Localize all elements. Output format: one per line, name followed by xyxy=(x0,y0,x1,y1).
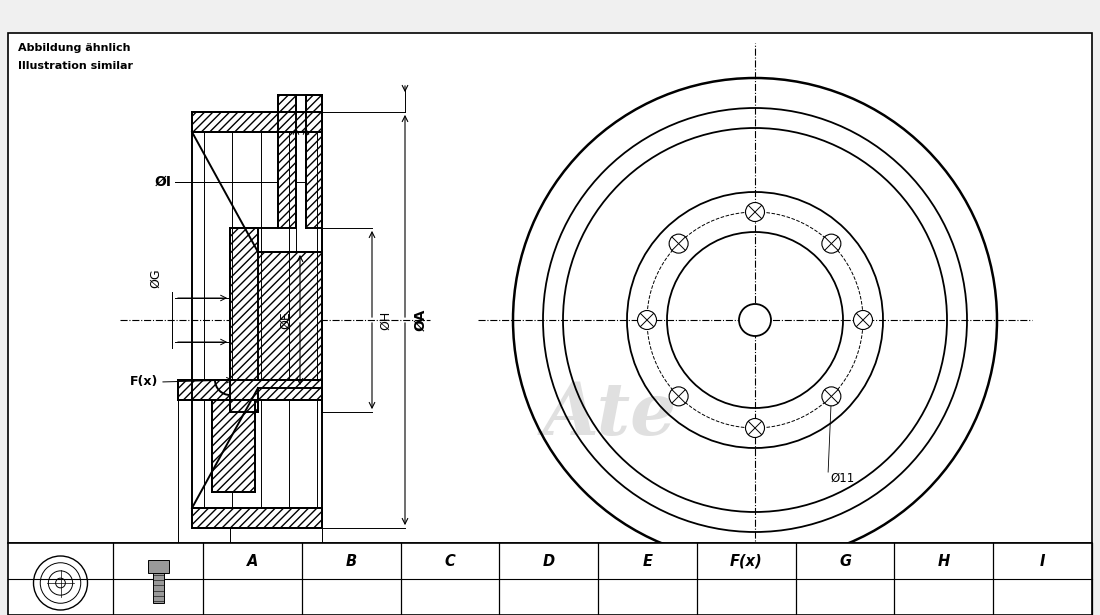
Polygon shape xyxy=(192,508,322,528)
Text: E: E xyxy=(642,554,652,568)
Text: Illustration similar: Illustration similar xyxy=(18,61,133,71)
Text: ØG: ØG xyxy=(148,268,162,288)
Text: D: D xyxy=(542,554,554,568)
Text: F(x): F(x) xyxy=(130,376,158,389)
Bar xyxy=(153,573,164,603)
Text: ØE: ØE xyxy=(279,311,293,329)
Text: ØH: ØH xyxy=(379,311,393,330)
Text: C (MTH): C (MTH) xyxy=(330,563,386,576)
Text: G: G xyxy=(839,554,851,568)
Bar xyxy=(8,543,1092,615)
Text: D: D xyxy=(245,585,255,598)
Text: A: A xyxy=(246,554,258,568)
Text: F(x): F(x) xyxy=(730,554,762,568)
Ellipse shape xyxy=(669,387,689,406)
Polygon shape xyxy=(192,112,322,132)
Ellipse shape xyxy=(638,311,657,330)
Bar xyxy=(8,33,1092,543)
Ellipse shape xyxy=(746,202,764,221)
Text: Abbildung ähnlich: Abbildung ähnlich xyxy=(18,43,131,53)
Text: Ate: Ate xyxy=(543,379,678,451)
Text: B: B xyxy=(345,554,356,568)
Bar xyxy=(147,560,168,573)
Polygon shape xyxy=(278,95,296,228)
Polygon shape xyxy=(230,252,322,388)
Ellipse shape xyxy=(822,387,840,406)
Polygon shape xyxy=(230,228,258,412)
Polygon shape xyxy=(178,380,322,400)
Text: H: H xyxy=(937,554,950,568)
Text: B: B xyxy=(272,563,280,576)
Text: ØI: ØI xyxy=(155,175,172,189)
Ellipse shape xyxy=(854,311,872,330)
Text: Ø11: Ø11 xyxy=(830,472,855,485)
Text: I: I xyxy=(1040,554,1045,568)
Ellipse shape xyxy=(669,234,689,253)
Ellipse shape xyxy=(822,234,840,253)
Ellipse shape xyxy=(739,304,771,336)
Text: C: C xyxy=(444,554,455,568)
Text: ØA: ØA xyxy=(412,309,427,331)
Polygon shape xyxy=(306,95,322,228)
Polygon shape xyxy=(212,400,255,492)
Ellipse shape xyxy=(746,418,764,437)
